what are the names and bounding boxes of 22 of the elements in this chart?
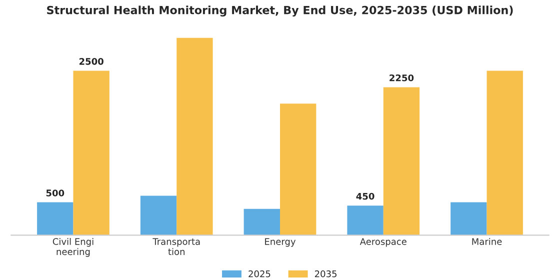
- bar: [383, 87, 420, 236]
- bar: [176, 38, 213, 236]
- bar: [280, 104, 316, 236]
- data-label: 2250: [390, 74, 414, 82]
- data-label: 500: [46, 190, 64, 196]
- data-label: 450: [356, 192, 374, 200]
- bar: [140, 196, 177, 236]
- legend-label: 2025: [248, 270, 270, 278]
- bar: [347, 206, 384, 236]
- bar: [244, 208, 280, 236]
- data-label: 2500: [79, 58, 104, 65]
- chart-title: Structural Health Monitoring Market, By End Use, 2025-2035 (USD Million): [47, 6, 513, 17]
- bar: [37, 202, 74, 236]
- legend-label: 2035: [314, 270, 336, 278]
- x-tick-label: Aerospace: [360, 238, 406, 247]
- x-tick-label: Energy: [265, 238, 296, 247]
- x-tick-label: Transporta tion: [152, 238, 200, 256]
- bar: [450, 202, 487, 236]
- x-tick-label: Marine: [472, 238, 502, 245]
- x-tick-label: Civil Engi neering: [52, 238, 94, 257]
- bar: [73, 70, 110, 236]
- bar: [486, 70, 523, 236]
